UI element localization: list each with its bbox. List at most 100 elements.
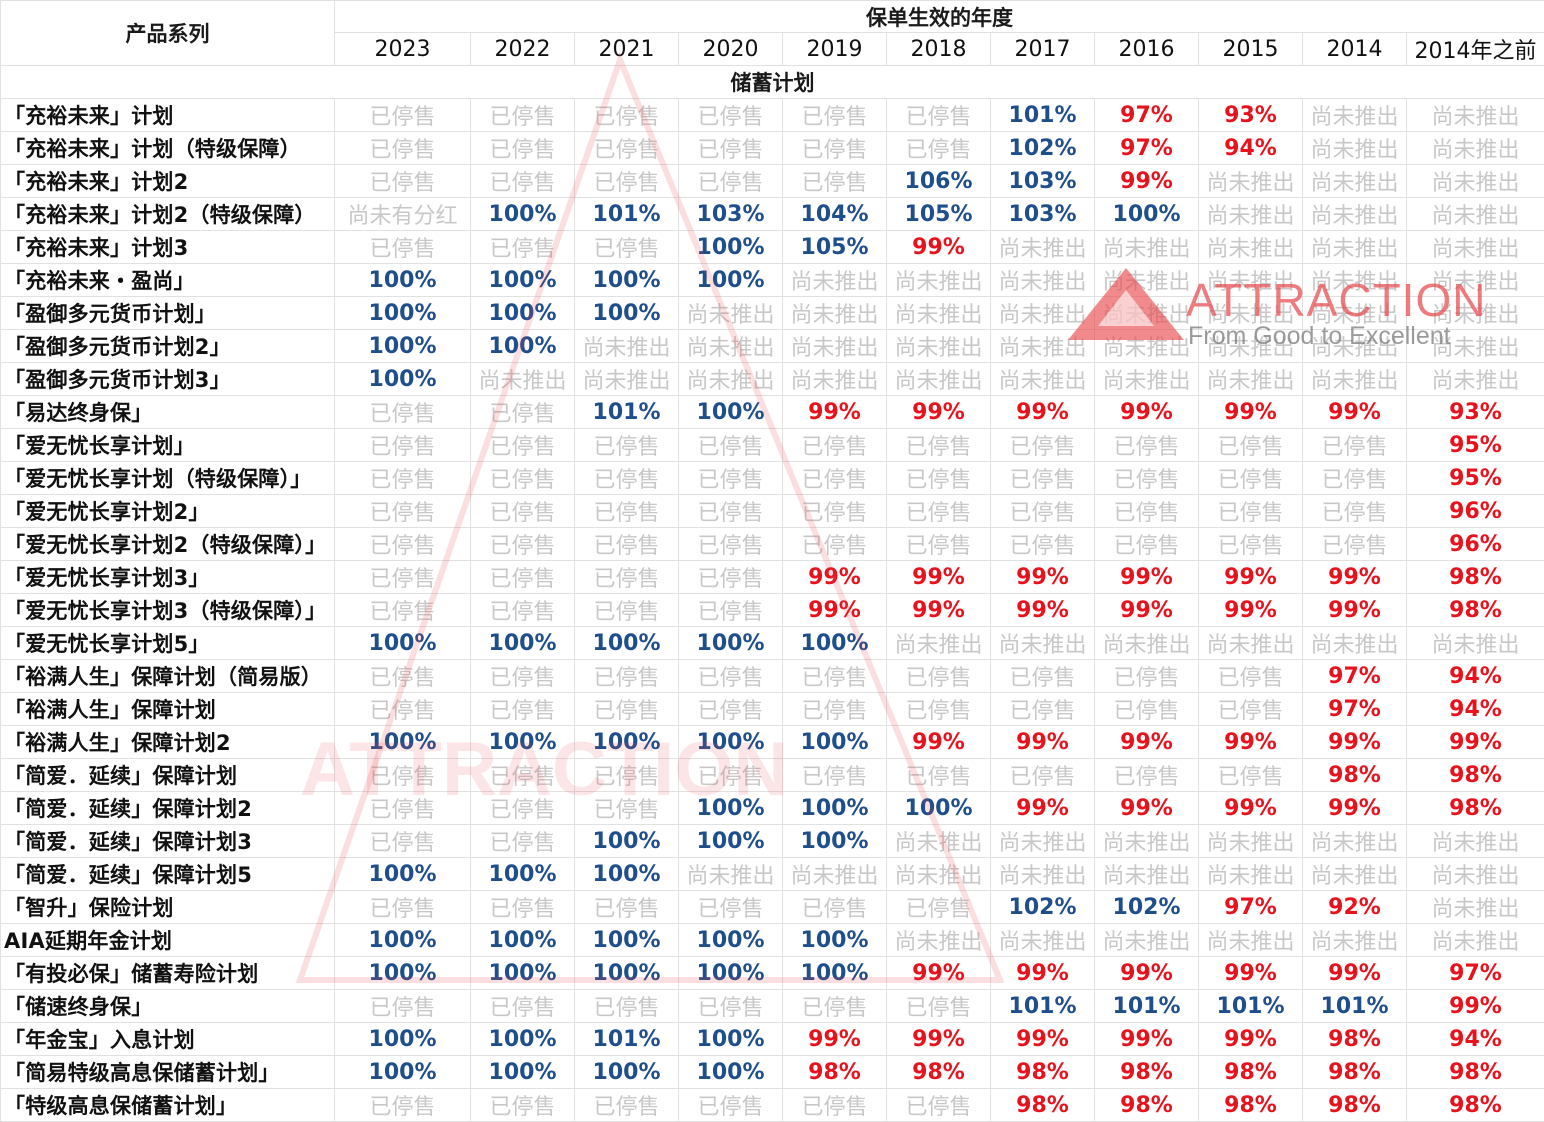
product-name-cell[interactable]: 「爱无忧长享计划2」 — [0, 494, 335, 528]
ratio-cell[interactable]: 已停售 — [1302, 428, 1407, 462]
ratio-cell[interactable]: 已停售 — [334, 692, 471, 726]
ratio-cell[interactable]: 100% — [678, 230, 783, 264]
ratio-cell[interactable]: 已停售 — [1302, 527, 1407, 561]
ratio-cell[interactable]: 已停售 — [470, 824, 575, 858]
product-name-cell[interactable]: 「年金宝」入息计划 — [0, 1022, 335, 1056]
ratio-cell[interactable]: 尚未推出 — [886, 263, 991, 297]
ratio-cell[interactable]: 已停售 — [1094, 659, 1199, 693]
ratio-cell[interactable]: 尚未推出 — [1405, 626, 1544, 660]
ratio-cell[interactable]: 102% — [1094, 890, 1199, 924]
ratio-cell[interactable]: 100% — [334, 725, 471, 759]
ratio-cell[interactable]: 99% — [990, 1022, 1095, 1056]
ratio-cell[interactable]: 已停售 — [678, 758, 783, 792]
ratio-cell[interactable]: 99% — [1198, 395, 1303, 429]
ratio-cell[interactable]: 已停售 — [574, 527, 679, 561]
ratio-cell[interactable]: 尚未推出 — [470, 362, 575, 396]
product-name-cell[interactable]: 「裕满人生」保障计划2 — [0, 725, 335, 759]
ratio-cell[interactable]: 102% — [990, 890, 1095, 924]
ratio-cell[interactable]: 100% — [334, 362, 471, 396]
ratio-cell[interactable]: 97% — [1094, 131, 1199, 165]
ratio-cell[interactable]: 100% — [470, 857, 575, 891]
ratio-cell[interactable]: 98% — [1405, 758, 1544, 792]
product-name-cell[interactable]: 「爱无忧长享计划3（特级保障）」 — [0, 593, 335, 627]
ratio-cell[interactable]: 尚未推出 — [990, 626, 1095, 660]
ratio-cell[interactable]: 100% — [782, 626, 887, 660]
ratio-cell[interactable]: 已停售 — [574, 560, 679, 594]
product-name-cell[interactable]: 「盈御多元货币计划2」 — [0, 329, 335, 363]
ratio-cell[interactable]: 尚未推出 — [990, 329, 1095, 363]
ratio-cell[interactable]: 99% — [886, 593, 991, 627]
ratio-cell[interactable]: 已停售 — [574, 692, 679, 726]
ratio-cell[interactable]: 98% — [886, 1055, 991, 1089]
ratio-cell[interactable]: 100% — [470, 296, 575, 330]
ratio-cell[interactable]: 100% — [334, 1055, 471, 1089]
ratio-cell[interactable]: 100% — [470, 1055, 575, 1089]
ratio-cell[interactable]: 已停售 — [470, 989, 575, 1023]
year-header-6[interactable]: 2017 — [990, 32, 1095, 66]
ratio-cell[interactable]: 99% — [1198, 791, 1303, 825]
ratio-cell[interactable]: 已停售 — [886, 692, 991, 726]
ratio-cell[interactable]: 尚未推出 — [1198, 824, 1303, 858]
ratio-cell[interactable]: 尚未推出 — [990, 263, 1095, 297]
ratio-cell[interactable]: 尚未推出 — [1198, 263, 1303, 297]
ratio-cell[interactable]: 101% — [1094, 989, 1199, 1023]
ratio-cell[interactable]: 94% — [1405, 659, 1544, 693]
ratio-cell[interactable]: 已停售 — [1198, 494, 1303, 528]
ratio-cell[interactable]: 98% — [1094, 1055, 1199, 1089]
ratio-cell[interactable]: 100% — [678, 626, 783, 660]
product-name-cell[interactable]: 「简易特级高息保储蓄计划」 — [0, 1055, 335, 1089]
ratio-cell[interactable]: 105% — [782, 230, 887, 264]
ratio-cell[interactable]: 100% — [782, 923, 887, 957]
year-header-5[interactable]: 2018 — [886, 32, 991, 66]
ratio-cell[interactable]: 尚未推出 — [1198, 164, 1303, 198]
ratio-cell[interactable]: 已停售 — [782, 428, 887, 462]
ratio-cell[interactable]: 尚未推出 — [1094, 230, 1199, 264]
ratio-cell[interactable]: 100% — [470, 329, 575, 363]
ratio-cell[interactable]: 94% — [1405, 1022, 1544, 1056]
ratio-cell[interactable]: 尚未推出 — [1405, 164, 1544, 198]
ratio-cell[interactable]: 已停售 — [678, 164, 783, 198]
ratio-cell[interactable]: 已停售 — [782, 131, 887, 165]
ratio-cell[interactable]: 102% — [990, 131, 1095, 165]
ratio-cell[interactable]: 已停售 — [678, 1088, 783, 1122]
ratio-cell[interactable]: 已停售 — [678, 659, 783, 693]
product-name-cell[interactable]: 「爱无忧长享计划2（特级保障）」 — [0, 527, 335, 561]
ratio-cell[interactable]: 尚未推出 — [1405, 263, 1544, 297]
ratio-cell[interactable]: 100% — [574, 626, 679, 660]
ratio-cell[interactable]: 已停售 — [782, 692, 887, 726]
ratio-cell[interactable]: 101% — [574, 197, 679, 231]
ratio-cell[interactable]: 已停售 — [990, 692, 1095, 726]
ratio-cell[interactable]: 106% — [886, 164, 991, 198]
ratio-cell[interactable]: 已停售 — [782, 659, 887, 693]
product-name-cell[interactable]: 「特级高息保储蓄计划」 — [0, 1088, 335, 1122]
ratio-cell[interactable]: 已停售 — [782, 98, 887, 132]
ratio-cell[interactable]: 已停售 — [886, 98, 991, 132]
ratio-cell[interactable]: 已停售 — [470, 428, 575, 462]
ratio-cell[interactable]: 尚未推出 — [678, 362, 783, 396]
ratio-cell[interactable]: 已停售 — [990, 428, 1095, 462]
ratio-cell[interactable]: 97% — [1094, 98, 1199, 132]
ratio-cell[interactable]: 99% — [1198, 725, 1303, 759]
product-name-cell[interactable]: 「有投必保」储蓄寿险计划 — [0, 956, 335, 990]
ratio-cell[interactable]: 尚未推出 — [1198, 329, 1303, 363]
product-name-cell[interactable]: 「充裕未来」计划 — [0, 98, 335, 132]
ratio-cell[interactable]: 98% — [1302, 1088, 1407, 1122]
ratio-cell[interactable]: 100% — [574, 923, 679, 957]
ratio-cell[interactable]: 99% — [1405, 989, 1544, 1023]
ratio-cell[interactable]: 尚未推出 — [1302, 296, 1407, 330]
ratio-cell[interactable]: 100% — [334, 329, 471, 363]
ratio-cell[interactable]: 100% — [678, 263, 783, 297]
ratio-cell[interactable]: 尚未推出 — [782, 362, 887, 396]
ratio-cell[interactable]: 99% — [886, 230, 991, 264]
ratio-cell[interactable]: 尚未推出 — [990, 857, 1095, 891]
ratio-cell[interactable]: 已停售 — [782, 758, 887, 792]
ratio-cell[interactable]: 99% — [782, 395, 887, 429]
ratio-cell[interactable]: 已停售 — [678, 131, 783, 165]
ratio-cell[interactable]: 99% — [1302, 395, 1407, 429]
ratio-cell[interactable]: 97% — [1405, 956, 1544, 990]
ratio-cell[interactable]: 已停售 — [1094, 527, 1199, 561]
ratio-cell[interactable]: 已停售 — [886, 890, 991, 924]
ratio-cell[interactable]: 尚未推出 — [1302, 197, 1407, 231]
ratio-cell[interactable]: 已停售 — [334, 131, 471, 165]
ratio-cell[interactable]: 99% — [1094, 956, 1199, 990]
